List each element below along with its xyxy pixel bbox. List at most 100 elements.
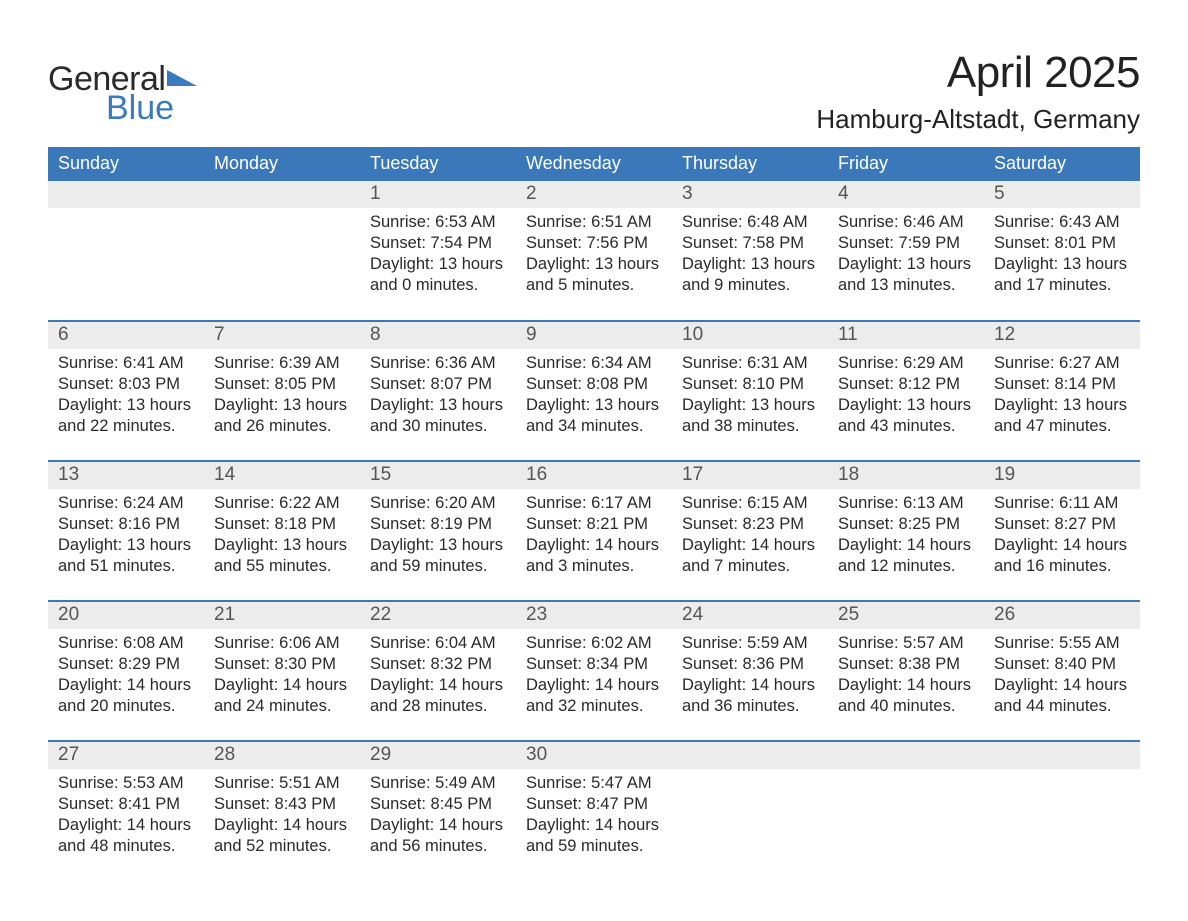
daylight-line: Daylight: 13 hours and 17 minutes. <box>994 254 1130 296</box>
sunset-line: Sunset: 7:56 PM <box>526 233 662 254</box>
sunrise-line: Sunrise: 6:24 AM <box>58 493 194 514</box>
day-body: Sunrise: 6:43 AMSunset: 8:01 PMDaylight:… <box>994 212 1130 296</box>
sunset-line: Sunset: 8:47 PM <box>526 794 662 815</box>
calendar-day-cell: 12 Sunrise: 6:27 AMSunset: 8:14 PMDayligh… <box>984 321 1140 461</box>
daylight-line: Daylight: 13 hours and 0 minutes. <box>370 254 506 296</box>
day-number: 1 <box>360 181 516 208</box>
sunrise-line: Sunrise: 6:34 AM <box>526 353 662 374</box>
day-number <box>204 181 360 208</box>
sunset-line: Sunset: 8:10 PM <box>682 374 818 395</box>
sunset-line: Sunset: 8:30 PM <box>214 654 350 675</box>
day-number: 2 <box>516 181 672 208</box>
calendar-day-cell: 30Sunrise: 5:47 AMSunset: 8:47 PMDayligh… <box>516 741 672 881</box>
day-number: 27 <box>48 742 204 769</box>
calendar-day-cell: 3Sunrise: 6:48 AMSunset: 7:58 PMDaylight… <box>672 181 828 321</box>
calendar-day-cell: 28 Sunrise: 5:51 AMSunset: 8:43 PMDayligh… <box>204 741 360 881</box>
sunrise-line: Sunrise: 6:31 AM <box>682 353 818 374</box>
day-body: Sunrise: 6:48 AMSunset: 7:58 PMDaylight:… <box>682 212 818 296</box>
calendar-week-row: 13Sunrise: 6:24 AMSunset: 8:16 PMDayligh… <box>48 461 1140 601</box>
day-number: 13 <box>48 462 204 489</box>
sunset-line: Sunset: 8:12 PM <box>838 374 974 395</box>
day-number: 28 <box>204 742 360 769</box>
sunset-line: Sunset: 8:07 PM <box>370 374 506 395</box>
calendar-table: SundayMondayTuesdayWednesdayThursdayFrid… <box>48 147 1140 881</box>
calendar-day-cell: 5Sunrise: 6:43 AMSunset: 8:01 PMDaylight… <box>984 181 1140 321</box>
weekday-header: Wednesday <box>516 147 672 181</box>
sunrise-line: Sunrise: 6:27 AM <box>994 353 1130 374</box>
day-number: 6 <box>48 322 204 349</box>
sunrise-line: Sunrise: 6:15 AM <box>682 493 818 514</box>
day-number: 29 <box>360 742 516 769</box>
day-body: Sunrise: 6:04 AMSunset: 8:32 PMDaylight:… <box>370 633 506 717</box>
calendar-empty-cell <box>984 741 1140 881</box>
sunset-line: Sunset: 8:18 PM <box>214 514 350 535</box>
daylight-line: Daylight: 14 hours and 56 minutes. <box>370 815 506 857</box>
calendar-day-cell: 26Sunrise: 5:55 AMSunset: 8:40 PMDayligh… <box>984 601 1140 741</box>
daylight-line: Daylight: 13 hours and 55 minutes. <box>214 535 350 577</box>
sunset-line: Sunset: 8:34 PM <box>526 654 662 675</box>
day-number <box>828 742 984 769</box>
title-block: April 2025 Hamburg-Altstadt, Germany <box>816 48 1140 135</box>
calendar-week-row: 20 Sunrise: 6:08 AMSunset: 8:29 PMDayligh… <box>48 601 1140 741</box>
sunset-line: Sunset: 8:25 PM <box>838 514 974 535</box>
weekday-header-row: SundayMondayTuesdayWednesdayThursdayFrid… <box>48 147 1140 181</box>
sunset-line: Sunset: 8:36 PM <box>682 654 818 675</box>
sunrise-line: Sunrise: 6:36 AM <box>370 353 506 374</box>
sunrise-line: Sunrise: 6:48 AM <box>682 212 818 233</box>
sunrise-line: Sunrise: 6:02 AM <box>526 633 662 654</box>
day-number: 19 <box>984 462 1140 489</box>
day-number: 9 <box>516 322 672 349</box>
calendar-week-row: 27 Sunrise: 5:53 AMSunset: 8:41 PMDayligh… <box>48 741 1140 881</box>
calendar-day-cell: 17Sunrise: 6:15 AMSunset: 8:23 PMDayligh… <box>672 461 828 601</box>
daylight-line: Daylight: 13 hours and 51 minutes. <box>58 535 194 577</box>
day-body: Sunrise: 6:15 AMSunset: 8:23 PMDaylight:… <box>682 493 818 577</box>
day-body: Sunrise: 6:53 AMSunset: 7:54 PMDaylight:… <box>370 212 506 296</box>
weekday-header: Saturday <box>984 147 1140 181</box>
sunset-line: Sunset: 8:40 PM <box>994 654 1130 675</box>
sunrise-line: Sunrise: 6:53 AM <box>370 212 506 233</box>
day-number: 20 <box>48 602 204 629</box>
daylight-line: Daylight: 14 hours and 36 minutes. <box>682 675 818 717</box>
sunset-line: Sunset: 8:41 PM <box>58 794 194 815</box>
day-body: Sunrise: 6:13 AMSunset: 8:25 PMDaylight:… <box>838 493 974 577</box>
day-body: Sunrise: 5:51 AMSunset: 8:43 PMDaylight:… <box>214 773 350 857</box>
month-year-title: April 2025 <box>816 48 1140 98</box>
day-body: Sunrise: 5:53 AMSunset: 8:41 PMDaylight:… <box>58 773 194 857</box>
calendar-day-cell: 15Sunrise: 6:20 AMSunset: 8:19 PMDayligh… <box>360 461 516 601</box>
sunset-line: Sunset: 8:45 PM <box>370 794 506 815</box>
day-body: Sunrise: 6:36 AMSunset: 8:07 PMDaylight:… <box>370 353 506 437</box>
day-number: 4 <box>828 181 984 208</box>
calendar-day-cell: 24Sunrise: 5:59 AMSunset: 8:36 PMDayligh… <box>672 601 828 741</box>
calendar-day-cell: 22Sunrise: 6:04 AMSunset: 8:32 PMDayligh… <box>360 601 516 741</box>
sunrise-line: Sunrise: 6:46 AM <box>838 212 974 233</box>
day-number: 16 <box>516 462 672 489</box>
weekday-header: Friday <box>828 147 984 181</box>
day-body: Sunrise: 6:27 AMSunset: 8:14 PMDaylight:… <box>994 353 1130 437</box>
sunrise-line: Sunrise: 6:17 AM <box>526 493 662 514</box>
sunrise-line: Sunrise: 5:59 AM <box>682 633 818 654</box>
sunset-line: Sunset: 8:14 PM <box>994 374 1130 395</box>
calendar-empty-cell <box>828 741 984 881</box>
day-number: 12 <box>984 322 1140 349</box>
sunset-line: Sunset: 8:03 PM <box>58 374 194 395</box>
calendar-empty-cell <box>204 181 360 321</box>
calendar-day-cell: 18Sunrise: 6:13 AMSunset: 8:25 PMDayligh… <box>828 461 984 601</box>
sunrise-line: Sunrise: 6:08 AM <box>58 633 194 654</box>
calendar-day-cell: 9Sunrise: 6:34 AMSunset: 8:08 PMDaylight… <box>516 321 672 461</box>
calendar-empty-cell <box>48 181 204 321</box>
daylight-line: Daylight: 14 hours and 59 minutes. <box>526 815 662 857</box>
daylight-line: Daylight: 13 hours and 5 minutes. <box>526 254 662 296</box>
day-number: 14 <box>204 462 360 489</box>
day-body: Sunrise: 5:59 AMSunset: 8:36 PMDaylight:… <box>682 633 818 717</box>
day-number: 11 <box>828 322 984 349</box>
day-body: Sunrise: 6:08 AMSunset: 8:29 PMDaylight:… <box>58 633 194 717</box>
daylight-line: Daylight: 13 hours and 47 minutes. <box>994 395 1130 437</box>
sunrise-line: Sunrise: 5:47 AM <box>526 773 662 794</box>
daylight-line: Daylight: 13 hours and 30 minutes. <box>370 395 506 437</box>
sunrise-line: Sunrise: 6:20 AM <box>370 493 506 514</box>
calendar-day-cell: 19Sunrise: 6:11 AMSunset: 8:27 PMDayligh… <box>984 461 1140 601</box>
sunset-line: Sunset: 8:27 PM <box>994 514 1130 535</box>
location-subtitle: Hamburg-Altstadt, Germany <box>816 104 1140 135</box>
sunrise-line: Sunrise: 6:39 AM <box>214 353 350 374</box>
calendar-day-cell: 20 Sunrise: 6:08 AMSunset: 8:29 PMDayligh… <box>48 601 204 741</box>
